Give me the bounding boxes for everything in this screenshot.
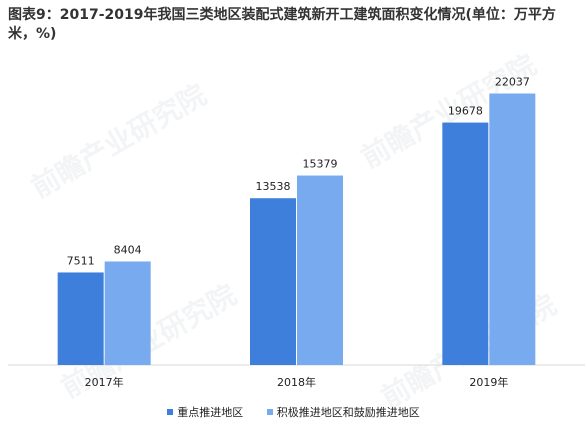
data-label-series-2-2: 15379 — [303, 158, 338, 171]
x-tick-label-3: 2019年 — [469, 375, 508, 389]
bar-series-1-1 — [57, 272, 104, 365]
legend: 重点推进地区 积极推进地区和鼓励推进地区 — [0, 404, 587, 420]
chart-title: 图表9：2017-2019年我国三类地区装配式建筑新开工建筑面积变化情况(单位：… — [8, 7, 556, 42]
bar-series-2-2 — [297, 175, 343, 365]
data-label-series-2-3: 22037 — [495, 76, 530, 89]
legend-label-series-2: 积极推进地区和鼓励推进地区 — [276, 406, 420, 419]
bar-series-2-1 — [104, 261, 151, 365]
data-label-series-1-1: 7511 — [67, 254, 95, 267]
data-label-series-2-1: 8404 — [114, 243, 142, 256]
bar-series-2-3 — [489, 93, 536, 366]
bar-series-1-2 — [250, 198, 296, 365]
data-label-series-1-2: 13538 — [256, 180, 291, 193]
bar-series-1-3 — [442, 122, 489, 365]
x-tick-label-2: 2018年 — [277, 375, 316, 389]
x-tick-label-1: 2017年 — [85, 375, 124, 389]
legend-swatch-series-2 — [266, 409, 273, 415]
legend-item-series-2: 积极推进地区和鼓励推进地区 — [266, 404, 420, 420]
data-label-series-1-3: 19678 — [448, 105, 483, 118]
legend-item-series-1: 重点推进地区 — [167, 404, 243, 420]
legend-label-series-1: 重点推进地区 — [177, 406, 244, 419]
legend-swatch-series-1 — [167, 409, 174, 415]
